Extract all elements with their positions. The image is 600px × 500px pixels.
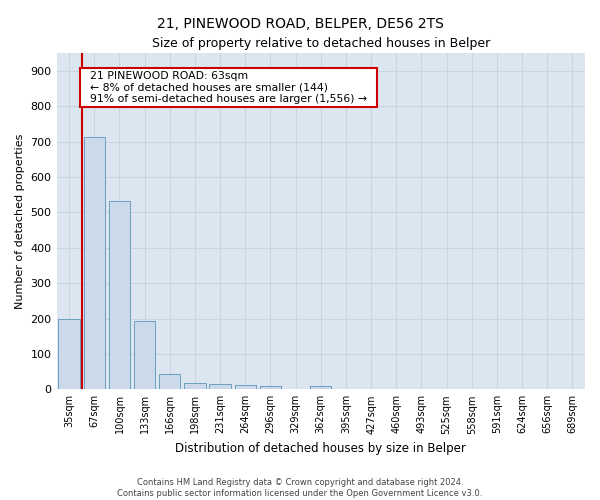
Bar [310,386,331,390]
Title: Size of property relative to detached houses in Belper: Size of property relative to detached ho… [152,38,490,51]
Bar [209,384,231,390]
Text: Contains HM Land Registry data © Crown copyright and database right 2024.
Contai: Contains HM Land Registry data © Crown c… [118,478,482,498]
Text: 21, PINEWOOD ROAD, BELPER, DE56 2TS: 21, PINEWOOD ROAD, BELPER, DE56 2TS [157,18,443,32]
Bar [134,321,155,390]
Bar [159,374,181,390]
X-axis label: Distribution of detached houses by size in Belper: Distribution of detached houses by size … [175,442,466,455]
Bar [260,386,281,390]
Bar [58,318,80,390]
Bar [184,383,206,390]
Text: 21 PINEWOOD ROAD: 63sqm  
  ← 8% of detached houses are smaller (144)  
  91% of: 21 PINEWOOD ROAD: 63sqm ← 8% of detached… [83,71,374,104]
Bar [109,200,130,390]
Y-axis label: Number of detached properties: Number of detached properties [15,134,25,309]
Bar [83,136,105,390]
Bar [235,385,256,390]
